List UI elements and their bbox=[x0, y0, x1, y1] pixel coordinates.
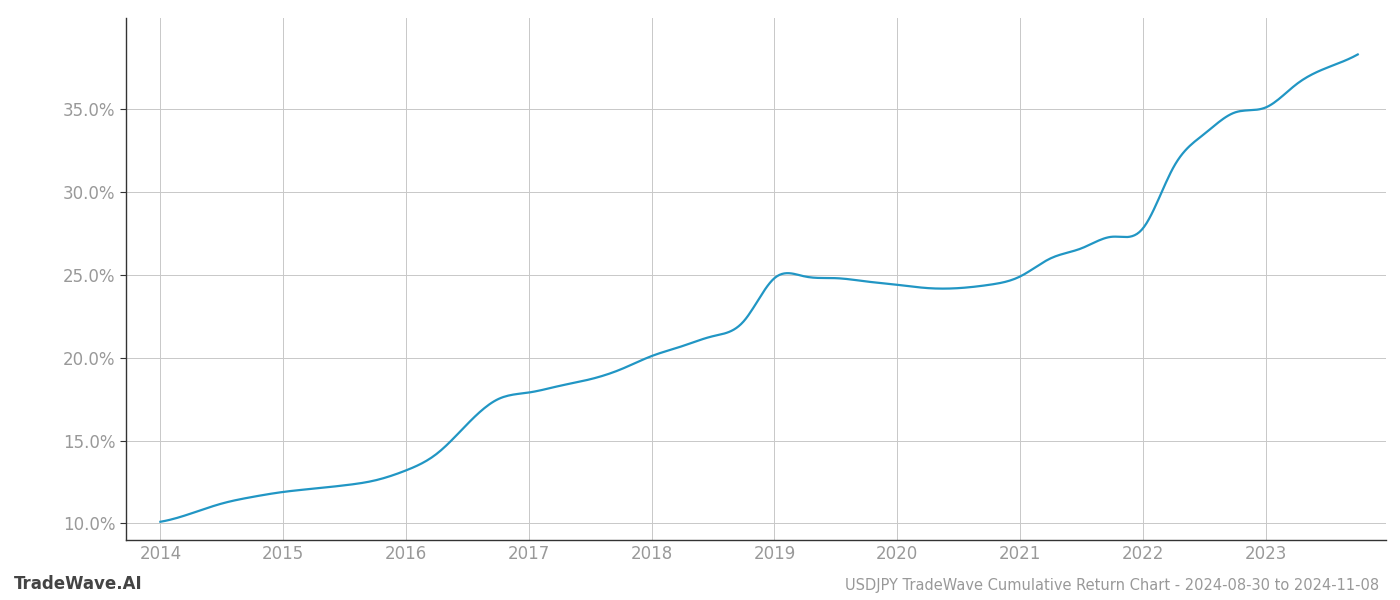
Text: TradeWave.AI: TradeWave.AI bbox=[14, 575, 143, 593]
Text: USDJPY TradeWave Cumulative Return Chart - 2024-08-30 to 2024-11-08: USDJPY TradeWave Cumulative Return Chart… bbox=[844, 578, 1379, 593]
